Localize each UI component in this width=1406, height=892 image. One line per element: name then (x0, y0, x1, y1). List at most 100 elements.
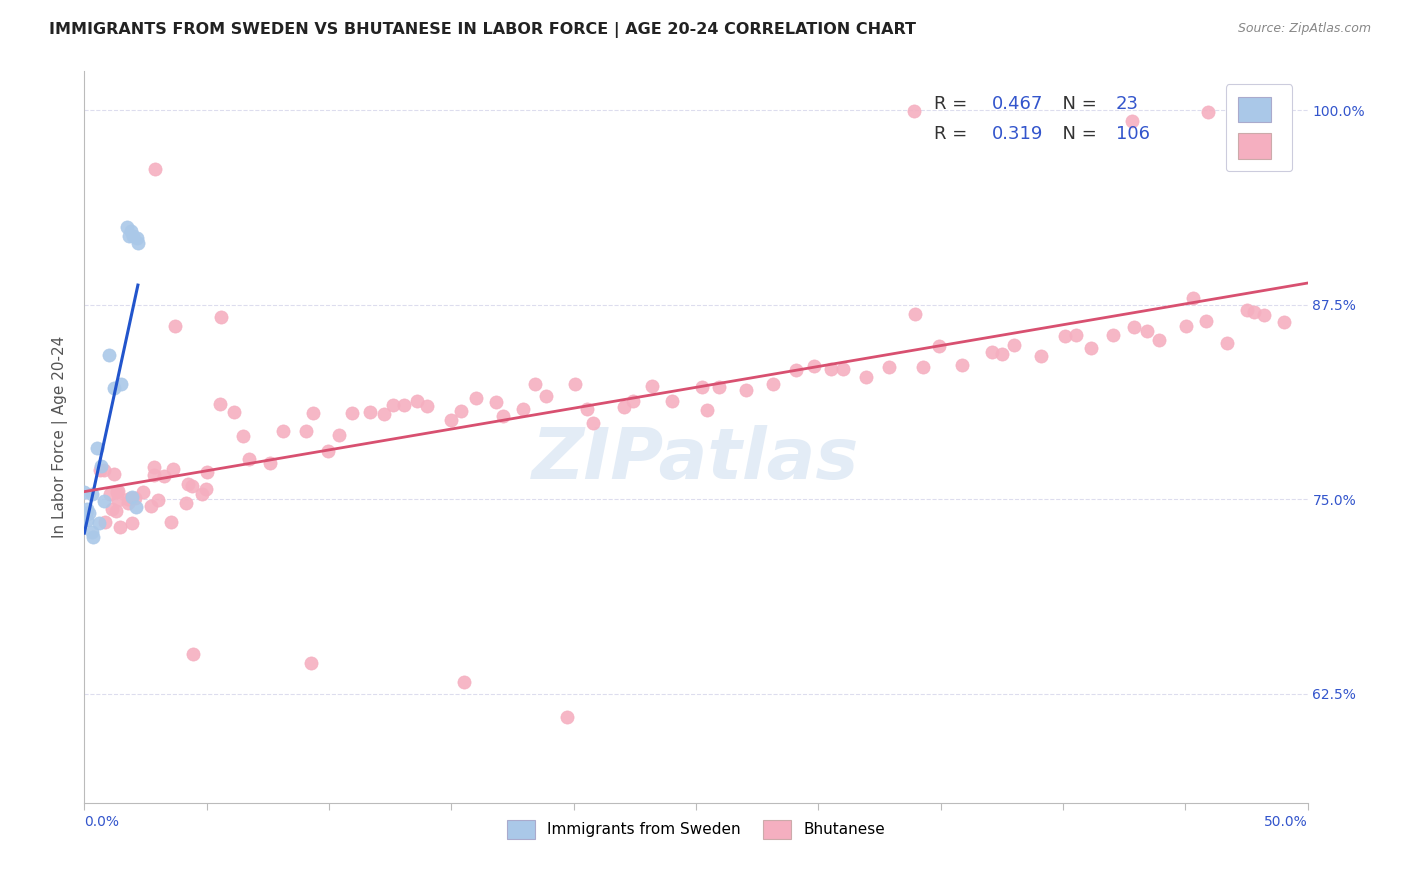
Point (194, 482, 217, 496)
Text: N =: N = (1050, 95, 1102, 113)
Point (76, 502, 98, 516)
Point (94, 515, 117, 529)
Point (1195, 314, 1218, 328)
Point (564, 377, 586, 392)
Point (232, 429, 254, 443)
Point (1274, 315, 1296, 329)
Point (1080, 342, 1102, 356)
Point (163, 318, 186, 333)
Point (209, 396, 232, 410)
Point (98, 348, 121, 362)
Text: IMMIGRANTS FROM SWEDEN VS BHUTANESE IN LABOR FORCE | AGE 20-24 CORRELATION CHART: IMMIGRANTS FROM SWEDEN VS BHUTANESE IN L… (49, 22, 917, 38)
Point (1002, 337, 1025, 351)
Point (101, 502, 124, 516)
Point (177, 477, 200, 491)
Text: 0.467: 0.467 (993, 95, 1043, 113)
Text: 23: 23 (1115, 95, 1139, 113)
Y-axis label: In Labor Force | Age 20-24: In Labor Force | Age 20-24 (52, 336, 69, 538)
Point (110, 376, 132, 391)
Point (831, 361, 853, 376)
Point (328, 428, 350, 442)
Point (1136, 324, 1159, 338)
Point (1147, 333, 1170, 347)
Point (103, 381, 125, 395)
Point (73, 484, 96, 499)
Point (512, 401, 534, 416)
Point (394, 398, 416, 412)
Point (1175, 318, 1198, 333)
Point (120, 491, 142, 505)
Point (181, 479, 204, 493)
Point (117, 491, 139, 506)
Point (76, 513, 98, 527)
Point (80, 525, 103, 540)
Point (735, 383, 758, 397)
Point (803, 359, 825, 373)
Point (911, 359, 934, 374)
Point (576, 402, 599, 417)
Point (316, 443, 339, 458)
Point (107, 483, 129, 498)
Point (273, 425, 295, 439)
Point (555, 710, 578, 724)
Point (107, 493, 129, 508)
Point (117, 496, 139, 510)
Point (855, 369, 877, 384)
Point (143, 467, 166, 482)
Point (105, 484, 128, 499)
Point (103, 467, 125, 482)
Point (661, 393, 683, 408)
Point (453, 675, 475, 690)
Point (980, 344, 1002, 359)
Text: R =: R = (935, 95, 973, 113)
Point (98, 487, 121, 501)
Point (104, 504, 127, 518)
Point (152, 469, 174, 483)
Point (381, 399, 404, 413)
Point (1121, 114, 1143, 128)
Point (80, 487, 103, 501)
Point (117, 219, 139, 234)
Point (299, 656, 322, 670)
Point (143, 459, 166, 474)
Point (141, 499, 163, 513)
Point (1031, 349, 1053, 363)
Text: Source: ZipAtlas.com: Source: ZipAtlas.com (1237, 22, 1371, 36)
Point (122, 228, 145, 243)
Point (125, 500, 148, 515)
Point (90, 458, 112, 473)
Point (160, 515, 183, 529)
Point (641, 378, 664, 392)
Point (132, 485, 155, 500)
Point (77, 506, 100, 520)
Point (1236, 303, 1258, 318)
Point (690, 380, 713, 394)
Point (450, 404, 472, 418)
Point (359, 405, 381, 419)
Point (222, 405, 245, 419)
Point (709, 380, 731, 394)
Text: ZIPatlas: ZIPatlas (533, 425, 859, 493)
Point (195, 465, 218, 479)
Point (696, 403, 718, 417)
Point (524, 377, 547, 392)
Point (613, 400, 636, 414)
Legend: Immigrants from Sweden, Bhutanese: Immigrants from Sweden, Bhutanese (499, 813, 893, 847)
Point (342, 406, 364, 420)
Point (1253, 308, 1275, 322)
Point (295, 425, 318, 439)
Point (120, 224, 142, 238)
Point (125, 231, 148, 245)
Point (492, 409, 515, 424)
Point (762, 377, 785, 392)
Point (903, 104, 925, 119)
Text: 106: 106 (1115, 125, 1150, 143)
Point (406, 394, 429, 409)
Text: N =: N = (1050, 125, 1102, 143)
Point (82, 530, 104, 544)
Point (464, 391, 486, 405)
Point (143, 162, 166, 177)
Point (485, 394, 508, 409)
Point (785, 363, 807, 377)
Point (121, 490, 143, 504)
